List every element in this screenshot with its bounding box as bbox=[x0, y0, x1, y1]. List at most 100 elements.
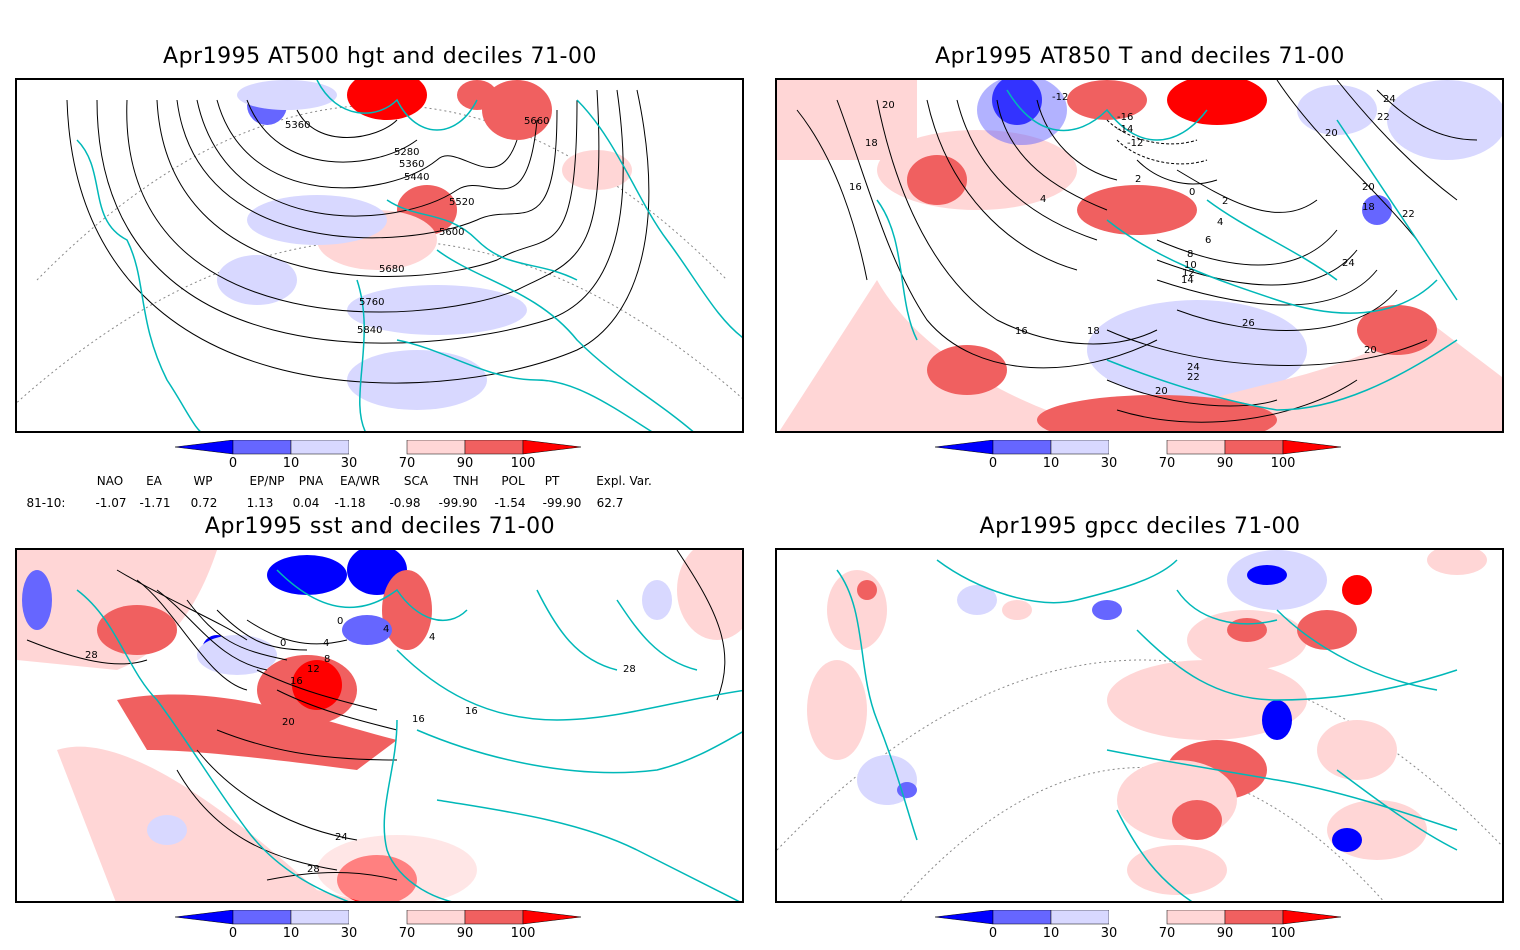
index-value: 62.7 bbox=[596, 496, 624, 510]
map-gpcc-svg bbox=[777, 550, 1502, 901]
colorbar-tick: 90 bbox=[456, 456, 474, 471]
colorbar-tick: 10 bbox=[282, 926, 300, 941]
contour-label: 8 bbox=[324, 654, 330, 665]
contour-label: 24 bbox=[335, 832, 348, 843]
map-t850: 20 18 16 -12 -16 -14 -12 2 4 0 2 4 6 8 1… bbox=[775, 78, 1504, 433]
map-sst-svg: 28 0 0 4 4 8 12 16 20 16 16 24 28 4 28 bbox=[17, 550, 742, 901]
contour-label: 8 bbox=[1187, 249, 1193, 260]
map-t850-svg: 20 18 16 -12 -16 -14 -12 2 4 0 2 4 6 8 1… bbox=[777, 80, 1502, 431]
contour-label: 28 bbox=[85, 650, 98, 661]
colorbar-t850: 0 10 30 70 90 100 bbox=[935, 440, 1355, 480]
contour-label: 14 bbox=[1181, 275, 1194, 286]
index-value: 0.72 bbox=[190, 496, 218, 510]
contour-label: 5280 bbox=[394, 147, 419, 158]
contour-label: 20 bbox=[282, 717, 295, 728]
index-value: 0.04 bbox=[292, 496, 320, 510]
contour-label: 22 bbox=[1187, 372, 1200, 383]
contour-label: 28 bbox=[307, 864, 320, 875]
contour-label: 24 bbox=[1187, 362, 1200, 373]
contour-label: 20 bbox=[882, 100, 895, 111]
index-header: SCA bbox=[403, 474, 429, 488]
colorbar-tick: 30 bbox=[1100, 456, 1118, 471]
sst-contours bbox=[26, 550, 726, 881]
contour-label: -12 bbox=[1052, 92, 1068, 103]
colorbar-tick: 30 bbox=[340, 456, 358, 471]
colorbar-tick: 90 bbox=[1216, 456, 1234, 471]
colorbar-tick: 70 bbox=[398, 456, 416, 471]
colorbar-sst-svg bbox=[175, 910, 582, 925]
colorbar-gpcc: 0 10 30 70 90 100 bbox=[935, 910, 1355, 950]
contour-label: 24 bbox=[1342, 258, 1355, 269]
panel-title-gpcc: Apr1995 gpcc deciles 71-00 bbox=[979, 514, 1301, 539]
colorbar-tick: 0 bbox=[228, 926, 238, 941]
index-header: NAO bbox=[96, 474, 124, 488]
contour-label: 4 bbox=[383, 624, 389, 635]
colorbar-sst: 0 10 30 70 90 100 bbox=[175, 910, 595, 950]
colorbar-tick: 0 bbox=[988, 456, 998, 471]
colorbar-tick: 0 bbox=[988, 926, 998, 941]
contour-label: -14 bbox=[1117, 124, 1133, 135]
coastlines-gpcc bbox=[836, 559, 1458, 901]
colorbar-tick: 10 bbox=[282, 456, 300, 471]
contour-label: 2 bbox=[1222, 196, 1228, 207]
colorbar-tick: 70 bbox=[398, 926, 416, 941]
map-gpcc bbox=[775, 548, 1504, 903]
index-header: WP bbox=[193, 474, 213, 488]
index-value: -1.07 bbox=[95, 496, 127, 510]
panel-title-t850: Apr1995 AT850 T and deciles 71-00 bbox=[935, 44, 1345, 69]
contour-labels-sst: 28 0 0 4 4 8 12 16 20 16 16 24 28 4 28 bbox=[85, 616, 636, 875]
contour-label: 20 bbox=[1364, 345, 1377, 356]
contour-label: 18 bbox=[1362, 202, 1375, 213]
index-header: PT bbox=[544, 474, 560, 488]
contour-label: 4 bbox=[1040, 194, 1046, 205]
contour-label: 20 bbox=[1155, 386, 1168, 397]
colorbar-tick: 30 bbox=[340, 926, 358, 941]
indices-header-row: NAO EA WP EP/NP PNA EA/WR SCA TNH POL PT… bbox=[0, 474, 760, 490]
contour-label: 5840 bbox=[357, 325, 382, 336]
contour-label: 20 bbox=[1362, 182, 1375, 193]
index-header: EP/NP bbox=[249, 474, 285, 488]
colorbar-tick: 90 bbox=[1216, 926, 1234, 941]
index-value: -1.18 bbox=[334, 496, 366, 510]
contour-label: 22 bbox=[1402, 209, 1415, 220]
contour-label: 5760 bbox=[359, 297, 384, 308]
contour-label: 5600 bbox=[439, 227, 464, 238]
contour-labels-hgt: 5360 5280 5360 5440 5520 5600 5680 5760 … bbox=[285, 116, 549, 336]
contour-label: 16 bbox=[465, 706, 478, 717]
colorbar-tick: 90 bbox=[456, 926, 474, 941]
contour-label: 5660 bbox=[524, 116, 549, 127]
index-value: -0.98 bbox=[389, 496, 421, 510]
index-header: PNA bbox=[298, 474, 324, 488]
hgt-contours bbox=[66, 89, 650, 384]
index-value: -1.71 bbox=[139, 496, 171, 510]
colorbar-tick: 100 bbox=[510, 926, 536, 941]
coastlines-hgt bbox=[76, 80, 742, 431]
index-header: Expl. Var. bbox=[596, 474, 652, 488]
colorbar-tick: 0 bbox=[228, 456, 238, 471]
map-hgt-svg: 5360 5280 5360 5440 5520 5600 5680 5760 … bbox=[17, 80, 742, 431]
colorbar-t850-svg bbox=[935, 440, 1342, 455]
contour-label: 2 bbox=[1135, 174, 1141, 185]
contour-label: 5680 bbox=[379, 264, 404, 275]
indices-value-row: 81-10: -1.07 -1.71 0.72 1.13 0.04 -1.18 … bbox=[0, 496, 760, 512]
coastlines-sst bbox=[76, 569, 742, 901]
anomaly-shading-t850 bbox=[777, 80, 1502, 431]
anomaly-shading-gpcc bbox=[807, 550, 1487, 895]
contour-label: 16 bbox=[1015, 326, 1028, 337]
index-value: -99.90 bbox=[542, 496, 582, 510]
contour-label: 28 bbox=[623, 664, 636, 675]
contour-label: 12 bbox=[307, 664, 320, 675]
contour-label: 20 bbox=[1325, 128, 1338, 139]
contour-label: 0 bbox=[280, 638, 286, 649]
index-row-label: 81-10: bbox=[26, 496, 66, 510]
contour-label: 4 bbox=[429, 632, 435, 643]
index-header: EA/WR bbox=[339, 474, 381, 488]
contour-label: 5360 bbox=[399, 159, 424, 170]
t850-contours bbox=[796, 80, 1478, 423]
index-header: TNH bbox=[453, 474, 479, 488]
colorbar-tick: 30 bbox=[1100, 926, 1118, 941]
map-sst: 28 0 0 4 4 8 12 16 20 16 16 24 28 4 28 bbox=[15, 548, 744, 903]
contour-label: 4 bbox=[1217, 217, 1223, 228]
colorbar-hgt: 0 10 30 70 90 100 bbox=[175, 440, 595, 480]
panel-title-hgt: Apr1995 AT500 hgt and deciles 71-00 bbox=[163, 44, 597, 69]
